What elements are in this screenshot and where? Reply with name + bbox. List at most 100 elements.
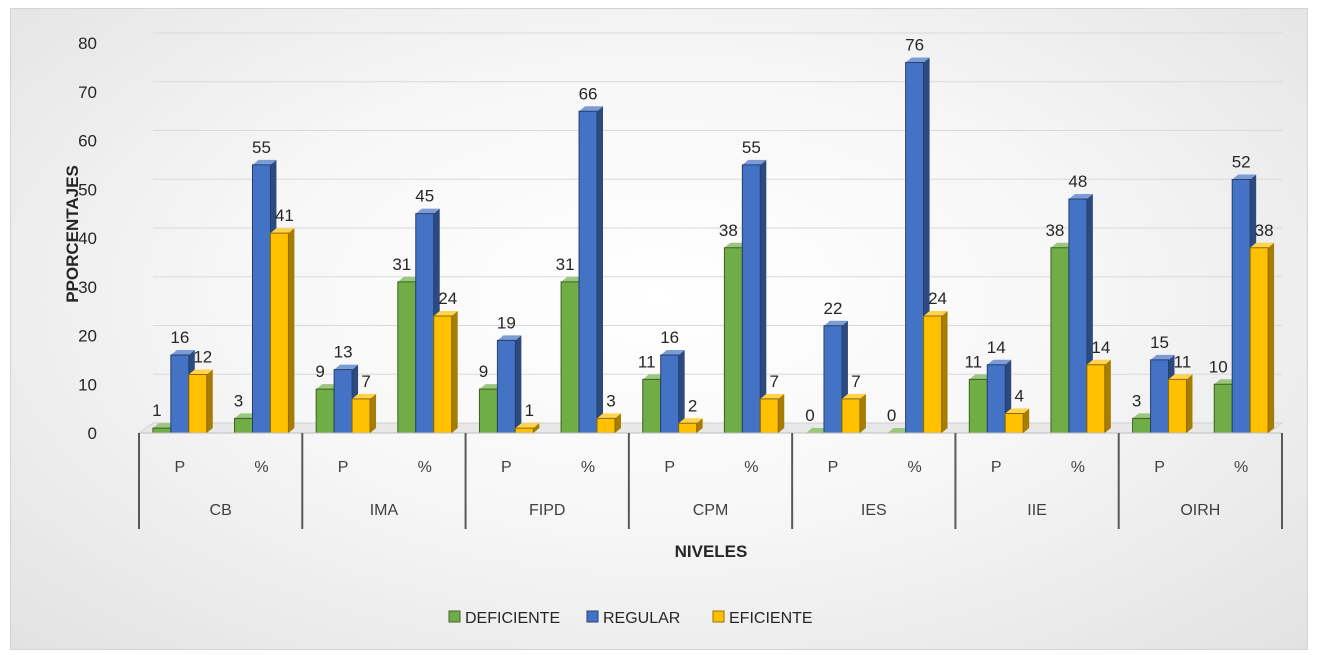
y-tick-label: 20 (78, 327, 97, 346)
bar-side (1023, 408, 1030, 433)
bar-front (315, 388, 335, 434)
bar-front (269, 232, 289, 434)
bar-side (1186, 374, 1193, 433)
data-label: 19 (497, 313, 516, 332)
y-tick-label: 50 (78, 180, 97, 199)
bar-top (1232, 174, 1257, 180)
data-label: 38 (719, 221, 738, 240)
legend-swatch (448, 610, 461, 623)
legend-label: DEFICIENTE (465, 610, 560, 627)
group-label: CPM (693, 502, 729, 519)
subcategory-label: % (1234, 459, 1248, 476)
bar-side (678, 350, 685, 433)
data-label: 10 (1209, 357, 1228, 376)
group-label: CB (210, 502, 232, 519)
subcategory-label: P (828, 459, 839, 476)
subcategory-label: % (254, 459, 268, 476)
bar-front (397, 281, 417, 434)
data-label: 41 (275, 206, 294, 225)
bar-front (759, 398, 779, 434)
data-label: 45 (415, 187, 434, 206)
bar-eficiente-9 (923, 311, 948, 434)
data-label: 38 (1045, 221, 1064, 240)
data-label: 11 (964, 352, 982, 371)
bar-top (497, 335, 522, 341)
subcategory-label: P (338, 459, 349, 476)
data-label: 4 (1014, 387, 1023, 406)
data-label: 66 (579, 84, 598, 103)
bar-top (1250, 242, 1275, 248)
subcategory-label: % (418, 459, 432, 476)
bar-eficiente-0 (188, 369, 213, 434)
bar-top (905, 57, 930, 63)
bar-top (1150, 354, 1175, 360)
bar-front (351, 398, 371, 434)
subcategory-label: % (907, 459, 921, 476)
bar-front (1213, 383, 1233, 434)
group-label: IMA (370, 502, 399, 519)
x-axis-title: NIVELES (675, 542, 748, 561)
y-tick-label: 30 (78, 278, 97, 297)
group-label: OIRH (1180, 502, 1220, 519)
bar-top (823, 320, 848, 326)
bar-front (234, 417, 253, 434)
subcategory-label: P (664, 459, 675, 476)
data-label: 38 (1255, 221, 1274, 240)
bar-top (270, 228, 295, 234)
data-label: 55 (252, 138, 271, 157)
bar-side (451, 311, 458, 433)
data-label: 2 (688, 396, 697, 415)
bar-side (1104, 359, 1111, 433)
data-label: 24 (438, 289, 457, 308)
bar-front (596, 417, 616, 434)
legend-item-deficiente: DEFICIENTE (448, 610, 560, 627)
bar-eficiente-2 (351, 393, 377, 434)
bar-front (823, 325, 843, 434)
bar-top (742, 159, 767, 165)
bar-top (170, 350, 195, 355)
bar-eficiente-11 (1086, 359, 1111, 434)
bar-top (188, 369, 213, 375)
bar-regular-4 (496, 335, 522, 434)
bar-regular-1 (251, 159, 277, 434)
legend-item-regular: REGULAR (586, 610, 680, 627)
bar-front (723, 247, 743, 434)
bar-front (560, 281, 580, 434)
bar-front (152, 427, 172, 434)
bar-top (841, 393, 866, 399)
bar-front (578, 110, 598, 434)
bar-front (1132, 417, 1152, 434)
bar-front (923, 315, 943, 434)
data-label: 76 (905, 36, 924, 55)
data-label: 7 (770, 372, 779, 391)
bar-front (1050, 247, 1070, 434)
data-label: 48 (1068, 172, 1087, 191)
bar-side (533, 423, 540, 433)
data-label: 14 (987, 338, 1006, 357)
data-label: 22 (824, 299, 843, 318)
bar-top (352, 393, 377, 399)
data-label: 0 (887, 406, 896, 425)
data-label: 3 (234, 391, 243, 410)
bar-front (333, 369, 353, 434)
data-label: 7 (361, 372, 370, 391)
y-tick-label: 80 (78, 34, 97, 53)
group-label: IES (861, 502, 887, 519)
data-label: 14 (1091, 338, 1110, 357)
data-label: 11 (1174, 352, 1192, 371)
chart-area: 0 10 20 30 40 50 60 70 80 1 16 12 3 55 41 9 13 7 31 45 24 9 1… (10, 8, 1308, 650)
data-label: 9 (315, 362, 324, 381)
data-label: 1 (152, 401, 161, 420)
data-label: 11 (638, 352, 656, 371)
bar-top (987, 359, 1012, 365)
bar-top (760, 393, 785, 399)
data-label: 52 (1232, 153, 1251, 172)
bar-side (206, 369, 213, 433)
bar-top (597, 413, 621, 419)
y-tick-label: 70 (78, 83, 97, 102)
bar-eficiente-1 (269, 228, 295, 434)
bar-regular-6 (660, 350, 685, 434)
bar-front (1249, 247, 1269, 434)
bar-top (660, 350, 685, 355)
